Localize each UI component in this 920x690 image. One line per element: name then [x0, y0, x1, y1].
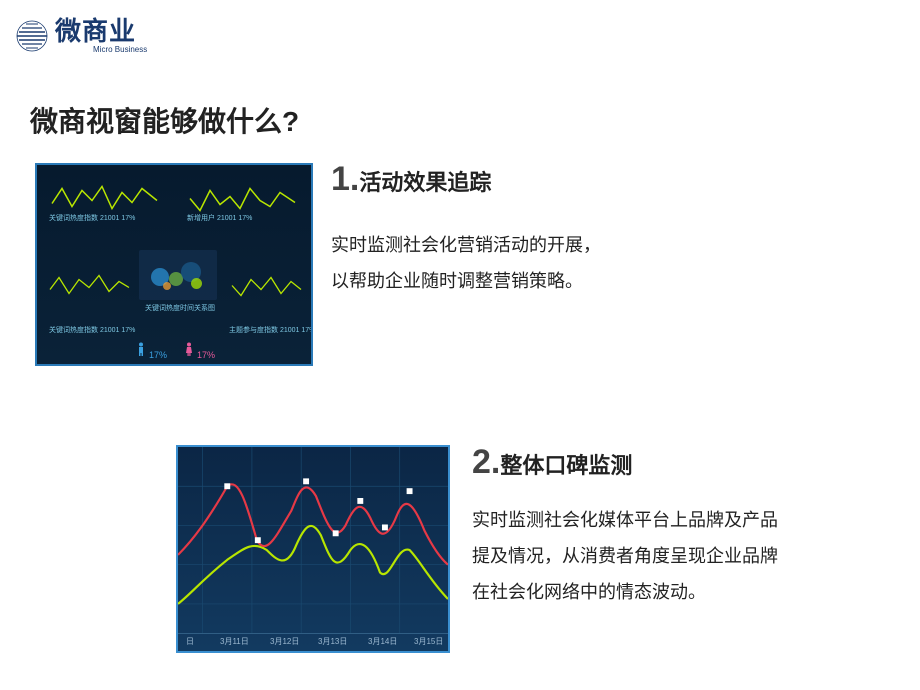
x-label: 日: [186, 636, 194, 647]
section2-title: 整体口碑监测: [500, 453, 632, 478]
section1-desc-line: 实时监测社会化营销活动的开展，: [331, 227, 601, 263]
logo-globe-icon: [15, 19, 49, 53]
logo-text-en: Micro Business: [93, 46, 147, 54]
mini-chart-label: 关键词热度指数 21001 17%: [49, 213, 135, 223]
section-reputation-monitor: 日 3月11日 3月12日 3月13日 3月14日 3月15日 2.整体口碑监测…: [176, 445, 778, 653]
male-icon: [137, 342, 145, 361]
mini-chart-label: 主题参与度指数 21001 17%: [229, 325, 313, 335]
section2-desc-line: 实时监测社会化媒体平台上品牌及产品: [472, 502, 778, 538]
section1-desc-line: 以帮助企业随时调整营销策略。: [331, 263, 601, 299]
female-pct: 17%: [197, 350, 215, 360]
section2-desc-line: 在社会化网络中的情态波动。: [472, 574, 778, 610]
mini-chart-panel: 关键词热度指数 21001 17%: [47, 171, 167, 231]
x-label: 3月14日: [368, 636, 397, 647]
x-label: 3月12日: [270, 636, 299, 647]
logo: 微商业 Micro Business: [15, 18, 147, 54]
mini-chart-panel: [47, 265, 133, 305]
female-icon: [185, 342, 193, 361]
section-activity-tracking: 关键词热度指数 21001 17% 新增用户 21001 17% 关键词热度指数…: [35, 163, 601, 366]
x-label: 3月13日: [318, 636, 347, 647]
section2-number: 2.: [472, 443, 500, 481]
male-pct: 17%: [149, 350, 167, 360]
mini-chart-panel: 新增用户 21001 17%: [185, 171, 305, 231]
dashboard-thumbnail: 关键词热度指数 21001 17% 新增用户 21001 17% 关键词热度指数…: [35, 163, 313, 366]
section1-number: 1.: [331, 160, 359, 198]
page-title: 微商视窗能够做什么?: [30, 100, 299, 140]
mini-chart-label: 新增用户 21001 17%: [187, 213, 252, 223]
x-label: 3月15日: [414, 636, 443, 647]
section2-text: 2.整体口碑监测 实时监测社会化媒体平台上品牌及产品 提及情况，从消费者角度呈现…: [472, 443, 778, 653]
section1-text: 1.活动效果追踪 实时监测社会化营销活动的开展， 以帮助企业随时调整营销策略。: [331, 160, 601, 366]
section1-title: 活动效果追踪: [359, 170, 491, 195]
logo-text-cn: 微商业: [55, 18, 147, 44]
bubble-chart-label: 关键词热度时间关系图: [145, 303, 215, 313]
mini-chart-label: 关键词热度指数 21001 17%: [49, 325, 135, 335]
section2-desc-line: 提及情况，从消费者角度呈现企业品牌: [472, 538, 778, 574]
x-label: 3月11日: [220, 636, 249, 647]
sentiment-chart: 日 3月11日 3月12日 3月13日 3月14日 3月15日: [176, 445, 450, 653]
mini-chart-panel: [229, 265, 307, 305]
bubble-chart: [139, 250, 217, 300]
